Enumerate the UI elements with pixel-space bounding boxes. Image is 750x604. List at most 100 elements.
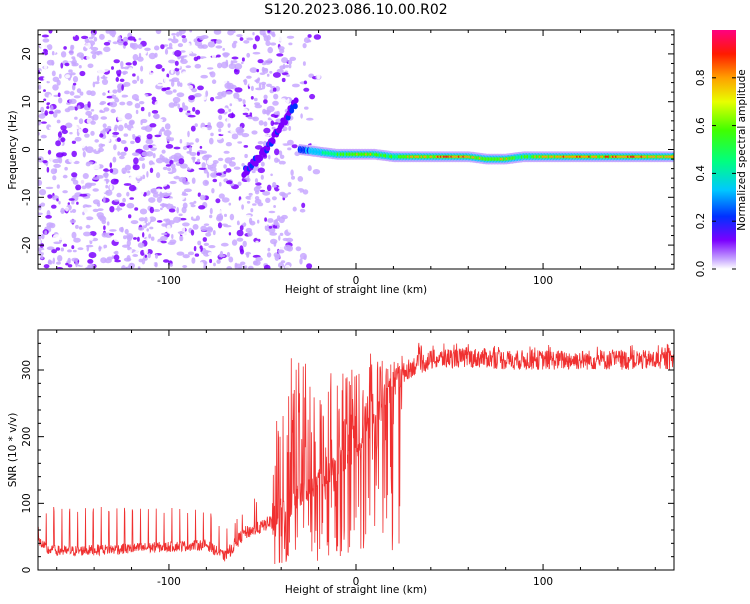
noise-blob <box>254 104 263 109</box>
halo-blob <box>669 146 674 149</box>
noise-blob <box>216 172 222 176</box>
noise-blob <box>114 204 118 209</box>
noise-blob <box>231 42 237 49</box>
noise-blob <box>263 59 272 65</box>
noise-blob <box>69 91 75 96</box>
halo-blob <box>307 157 314 162</box>
noise-blob <box>52 158 61 164</box>
colorbar-label: Normalized spectral amplitude <box>736 69 748 230</box>
noise-blob <box>39 189 47 196</box>
noise-blob <box>139 208 148 215</box>
noise-blob <box>138 258 144 263</box>
halo-blob <box>632 148 640 152</box>
noise-blob <box>169 156 173 160</box>
noise-blob <box>173 216 181 223</box>
noise-blob <box>86 54 91 61</box>
noise-blob <box>218 193 225 199</box>
x-tick-label: 0 <box>353 576 360 588</box>
noise-blob <box>67 249 72 253</box>
noise-blob <box>161 68 165 72</box>
noise-blob <box>134 103 141 109</box>
noise-blob <box>202 58 209 64</box>
noise-blob <box>109 233 114 236</box>
noise-blob <box>113 59 120 64</box>
noise-blob <box>253 97 258 102</box>
noise-blob <box>169 239 177 244</box>
noise-blob <box>299 208 306 213</box>
noise-blob <box>124 113 133 120</box>
noise-blob <box>222 52 230 57</box>
noise-blob <box>41 80 45 87</box>
noise-blob <box>230 130 236 134</box>
noise-blob <box>46 106 50 109</box>
noise-blob <box>148 111 151 117</box>
noise-blob <box>152 153 156 159</box>
noise-blob <box>97 189 105 196</box>
noise-blob <box>173 35 176 39</box>
noise-blob <box>71 245 75 250</box>
noise-blob <box>287 227 294 233</box>
noise-blob <box>41 233 45 240</box>
noise-blob <box>88 114 92 119</box>
noise-blob <box>234 87 243 93</box>
noise-blob <box>78 65 82 69</box>
noise-blob <box>189 53 197 57</box>
noise-blob <box>123 235 127 240</box>
noise-blob <box>228 108 232 113</box>
noise-blob <box>190 204 196 208</box>
noise-blob <box>148 197 156 203</box>
halo-blob <box>558 148 564 152</box>
noise-blob <box>277 215 281 220</box>
noise-blob <box>180 50 186 53</box>
noise-blob <box>295 190 301 196</box>
noise-blob <box>102 92 106 96</box>
noise-blob <box>134 265 138 269</box>
noise-blob <box>164 48 169 55</box>
noise-blob <box>58 200 61 205</box>
noise-blob <box>50 155 53 162</box>
noise-blob <box>92 245 98 249</box>
noise-blob <box>207 67 214 70</box>
noise-blob <box>128 262 135 269</box>
noise-blob <box>292 206 297 212</box>
noise-blob <box>255 240 259 244</box>
halo-blob <box>406 164 415 167</box>
noise-blob <box>76 249 82 256</box>
noise-blob <box>223 171 227 174</box>
noise-blob <box>215 95 223 100</box>
halo-blob <box>384 146 393 150</box>
noise-blob <box>131 94 139 101</box>
noise-blob <box>78 226 83 230</box>
y-tick-label: 10 <box>21 95 33 108</box>
noise-blob <box>261 83 266 90</box>
noise-blob <box>284 165 292 171</box>
halo-blob <box>493 165 498 168</box>
noise-blob <box>78 260 87 266</box>
noise-blob <box>61 152 67 157</box>
noise-blob <box>141 126 148 131</box>
noise-blob <box>272 122 279 125</box>
noise-blob <box>257 134 264 139</box>
noise-blob <box>115 77 120 82</box>
noise-blob <box>72 85 75 90</box>
noise-blob <box>105 178 109 185</box>
halo-blob <box>526 147 536 150</box>
noise-blob <box>73 69 79 73</box>
noise-blob <box>188 163 193 169</box>
snr-ylabel: SNR (10 * v/v) <box>7 413 19 488</box>
noise-blob <box>258 120 264 126</box>
colorbar-tick-label: 0.6 <box>695 117 707 134</box>
noise-blob <box>206 159 214 166</box>
noise-blob <box>221 223 228 226</box>
noise-blob <box>50 35 55 41</box>
noise-blob <box>132 73 136 77</box>
noise-blob <box>38 239 41 244</box>
noise-blob <box>271 126 276 130</box>
noise-blob <box>109 168 114 173</box>
halo-blob <box>384 163 393 168</box>
noise-blob <box>72 31 77 37</box>
noise-blob <box>160 235 168 241</box>
y-tick-label: -10 <box>21 189 33 206</box>
noise-blob <box>65 122 73 129</box>
noise-blob <box>263 109 272 115</box>
